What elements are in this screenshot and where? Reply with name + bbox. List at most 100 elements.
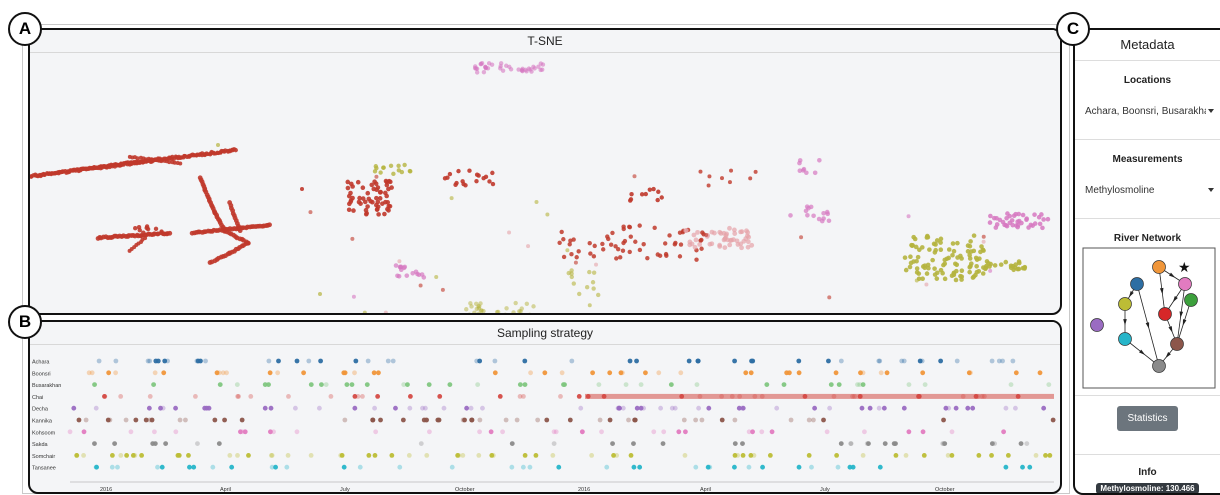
river-node[interactable]: [1118, 332, 1132, 346]
sample-dot: [1024, 441, 1030, 446]
sample-dot: [469, 417, 475, 423]
sample-dot: [996, 358, 1002, 364]
tsne-point: [348, 199, 353, 205]
sample-dot: [855, 382, 860, 387]
tsne-point: [232, 147, 237, 152]
tsne-point: [540, 62, 546, 67]
locations-dropdown[interactable]: Achara, Boonsri, Busarakhan: [1075, 94, 1220, 128]
tsne-scatter-plot[interactable]: [30, 53, 1060, 314]
row-labels: Achara Boonsri Busarakhan Chai Decha Kannika K…: [32, 360, 61, 472]
river-node[interactable]: [1170, 337, 1184, 351]
sample-dot: [660, 441, 666, 446]
sample-dot: [878, 370, 884, 376]
sample-dot: [620, 405, 626, 411]
tsne-point: [744, 228, 749, 234]
tsne-point: [1041, 217, 1046, 222]
tsne-point: [913, 244, 919, 250]
sample-dot: [462, 417, 467, 423]
river-node[interactable]: [1090, 318, 1104, 332]
sample-dot: [155, 358, 161, 364]
tsne-point: [119, 162, 124, 167]
tsne-point: [391, 171, 396, 177]
sampling-timeline[interactable]: Achara Boonsri Busarakhan Chai Decha Kannika K…: [30, 345, 1060, 493]
sample-dot: [268, 453, 274, 458]
river-node[interactable]: [1152, 260, 1166, 274]
tsne-point: [351, 208, 356, 213]
tsne-point: [135, 156, 140, 161]
tsne-point: [732, 231, 738, 236]
chevron-down-icon: [1208, 109, 1214, 113]
sample-dot: [364, 382, 370, 387]
sample-dot: [456, 453, 462, 458]
tsne-point: [976, 268, 982, 274]
sample-dot: [1046, 382, 1052, 387]
sample-dot: [864, 441, 870, 446]
sample-dot: [558, 394, 563, 399]
sample-dot: [405, 382, 410, 387]
sample-dot: [162, 358, 168, 364]
tsne-point: [951, 248, 957, 254]
tsne-point: [699, 246, 704, 251]
row-label: Decha: [32, 407, 49, 413]
sample-dot: [1003, 405, 1009, 411]
sample-dot: [596, 382, 602, 387]
tsne-point: [651, 186, 656, 192]
river-node[interactable]: [1184, 293, 1198, 307]
tsne-point: [396, 163, 401, 168]
tsne-point: [907, 264, 913, 270]
tsne-point: [656, 189, 661, 194]
tsne-point: [507, 230, 512, 235]
tsne-point: [692, 244, 698, 250]
measurements-dropdown[interactable]: Methylosmoline: [1075, 173, 1220, 207]
sample-dot: [682, 453, 688, 458]
river-network-graph[interactable]: ★: [1075, 244, 1220, 394]
sample-dot: [152, 370, 158, 376]
river-node[interactable]: [1118, 297, 1132, 311]
sample-dot: [520, 464, 526, 470]
sample-dot: [567, 417, 573, 423]
sample-dot: [227, 453, 233, 458]
sample-dot: [970, 405, 976, 411]
river-node[interactable]: [1152, 359, 1166, 373]
sample-dot: [187, 464, 192, 470]
sample-dot: [1050, 417, 1056, 423]
sample-dot: [638, 382, 644, 387]
tsne-point: [519, 68, 525, 73]
tsne-point: [657, 253, 663, 258]
sample-dot: [150, 441, 156, 446]
sampling-panel: Sampling strategy Achara Boonsri Busarakha…: [28, 320, 1062, 494]
sample-dot: [109, 464, 115, 470]
sample-dot: [352, 405, 358, 411]
sample-dot: [89, 370, 95, 376]
sample-dot: [427, 429, 432, 435]
sample-dot: [707, 464, 713, 470]
sample-dot: [262, 382, 268, 387]
sample-dot: [533, 453, 539, 458]
sample-dot: [385, 358, 391, 364]
tsne-point: [968, 239, 973, 244]
tsne-point: [950, 252, 955, 258]
sample-dot: [328, 394, 334, 399]
tsne-point: [348, 181, 354, 187]
tsne-point: [610, 230, 615, 236]
sample-dot: [920, 370, 926, 376]
river-node[interactable]: [1130, 277, 1144, 291]
tsne-point: [381, 165, 386, 170]
river-node[interactable]: [1178, 277, 1192, 291]
tsne-point: [629, 191, 634, 197]
river-node[interactable]: [1158, 307, 1172, 321]
tsne-point: [362, 310, 367, 313]
sample-dot: [92, 441, 97, 446]
sample-dot: [628, 453, 634, 458]
sample-dot: [1010, 358, 1016, 364]
sample-dot: [618, 370, 624, 376]
tsne-point: [804, 170, 809, 176]
tsne-point: [577, 291, 582, 297]
statistics-button[interactable]: Statistics: [1117, 406, 1178, 431]
tsne-point: [378, 189, 383, 195]
sample-dot: [528, 370, 533, 376]
sample-dot: [220, 370, 226, 376]
row-label: Tansanee: [32, 466, 56, 472]
sample-dot: [373, 429, 379, 435]
sample-dot: [1041, 405, 1047, 411]
